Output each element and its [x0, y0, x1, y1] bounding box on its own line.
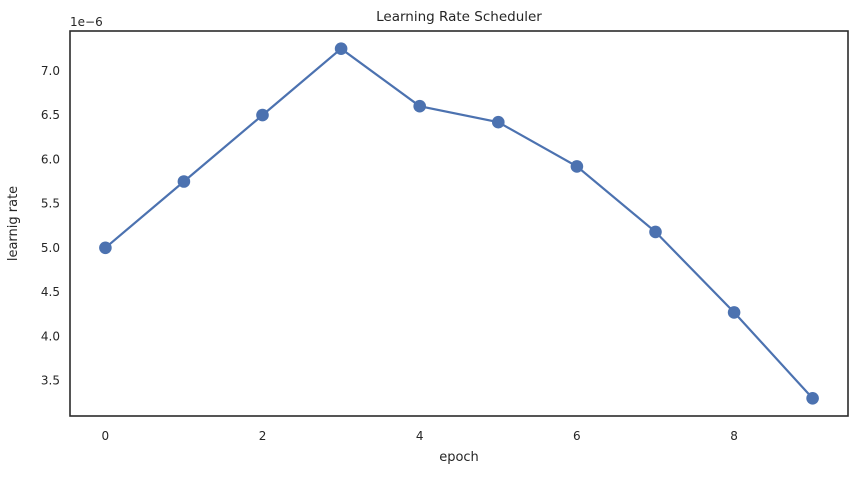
x-tick-label: 0: [102, 429, 110, 443]
x-axis-tick-labels: 0 2 4 6 8: [102, 429, 738, 443]
x-axis-label: epoch: [439, 450, 479, 465]
y-axis-label: learnig rate: [6, 186, 21, 261]
y-tick-label: 5.0: [41, 241, 60, 255]
y-axis-tick-labels: 3.5 4.0 4.5 5.0 5.5 6.0 6.5 7.0: [41, 64, 60, 388]
y-tick-label: 5.5: [41, 197, 60, 211]
data-point-marker: [256, 108, 269, 122]
data-point-marker: [413, 99, 427, 113]
x-tick-label: 8: [730, 429, 738, 443]
y-tick-label: 4.0: [41, 329, 60, 343]
data-point-marker: [99, 241, 112, 255]
series-markers: [99, 42, 819, 405]
y-tick-label: 6.0: [41, 152, 60, 166]
y-tick-label: 3.5: [41, 374, 60, 388]
y-tick-label: 4.5: [41, 285, 60, 299]
data-point-marker: [649, 225, 662, 239]
plot-border: [69, 30, 849, 417]
y-tick-label: 7.0: [41, 64, 60, 78]
y-axis-offset-label: 1e−6: [70, 15, 103, 29]
data-point-marker: [177, 175, 191, 188]
chart-title: Learning Rate Scheduler: [376, 9, 542, 25]
y-tick-label: 6.5: [41, 108, 60, 122]
data-point-marker: [334, 42, 348, 55]
x-tick-label: 4: [416, 429, 424, 443]
data-point-marker: [492, 115, 505, 129]
data-point-marker: [570, 160, 584, 173]
data-point-marker: [806, 392, 819, 405]
x-tick-label: 6: [573, 429, 581, 443]
data-point-marker: [727, 306, 741, 319]
x-tick-label: 2: [259, 429, 267, 443]
series-line: [104, 47, 814, 400]
